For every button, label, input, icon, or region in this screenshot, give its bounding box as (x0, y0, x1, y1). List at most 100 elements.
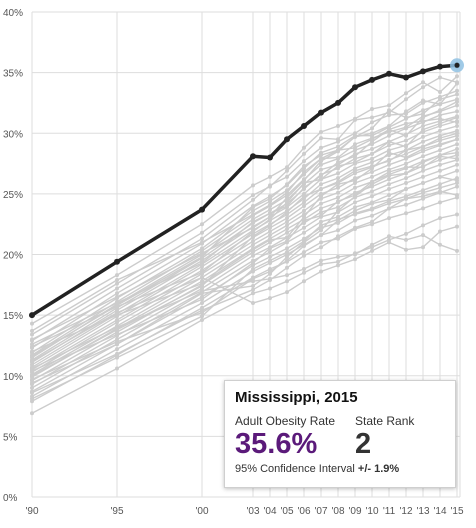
state-series-line (31, 117, 458, 345)
state-series-point (387, 182, 391, 187)
state-series-point (404, 187, 408, 191)
state-series-point (353, 212, 357, 217)
state-series-point (115, 278, 119, 282)
state-series-point (421, 119, 425, 124)
state-series-point (370, 194, 374, 199)
state-series-point (30, 411, 34, 416)
state-series-point (336, 234, 340, 239)
state-series-point (30, 359, 34, 364)
state-series-point (455, 224, 459, 229)
state-series-point (200, 301, 204, 305)
state-series-point (438, 242, 442, 247)
state-series-point (387, 150, 391, 155)
state-series-point (353, 257, 357, 262)
x-tick-label: '10 (365, 506, 378, 517)
state-series-point (387, 206, 391, 211)
state-series-point (268, 196, 272, 201)
state-series-point (115, 304, 119, 309)
state-series-point (387, 173, 391, 178)
state-series-point (319, 136, 323, 141)
state-series-point (302, 267, 306, 271)
state-series-point (285, 227, 289, 231)
state-series-point (353, 252, 357, 257)
state-series-point (421, 139, 425, 144)
state-series-point (115, 310, 119, 315)
state-series-point (251, 261, 255, 265)
state-series-point (404, 165, 408, 170)
state-series-point (30, 373, 34, 378)
state-series-point (251, 229, 255, 234)
state-series-point (438, 136, 442, 141)
state-series-point (455, 193, 459, 198)
state-series-point (302, 239, 306, 244)
state-series-point (285, 246, 289, 251)
mississippi-point (250, 153, 256, 160)
state-series-point (336, 148, 340, 153)
x-tick-label: '95 (110, 506, 123, 517)
state-series-point (438, 97, 442, 102)
state-series-point (319, 182, 323, 187)
state-series-point (268, 223, 272, 228)
mississippi-line (31, 63, 458, 317)
state-series-point (455, 168, 459, 173)
state-series-point (353, 185, 357, 190)
state-series-point (285, 204, 289, 208)
state-series-point (353, 134, 357, 139)
state-series-point (200, 291, 204, 296)
state-series-point (387, 127, 391, 132)
state-series-point (404, 237, 408, 242)
state-series-point (268, 237, 272, 242)
state-series-point (353, 225, 357, 230)
y-tick-label: 10% (3, 372, 23, 383)
state-series-point (438, 189, 442, 194)
state-series-point (30, 381, 34, 385)
state-series-point (251, 208, 255, 213)
state-series-point (404, 247, 408, 252)
state-series-point (387, 234, 391, 239)
state-series-point (302, 200, 306, 205)
state-tooltip: Mississippi, 2015 Adult Obesity Rate 35.… (224, 380, 456, 488)
state-series-point (302, 270, 306, 275)
state-series-point (302, 214, 306, 219)
state-series-point (387, 133, 391, 138)
state-series-point (404, 151, 408, 156)
state-series-point (404, 181, 408, 185)
state-series-point (455, 156, 459, 161)
state-series-point (438, 148, 442, 153)
state-series-point (336, 263, 340, 268)
state-series-point (115, 294, 119, 299)
state-series-point (421, 190, 425, 195)
state-series-point (421, 111, 425, 116)
state-series-point (319, 162, 323, 167)
mississippi-point (199, 206, 205, 213)
state-series-point (200, 308, 204, 313)
state-series-point (438, 108, 442, 113)
state-series-point (404, 161, 408, 166)
state-series-point (353, 117, 357, 122)
mississippi-point (437, 63, 443, 70)
mississippi-point (267, 154, 273, 161)
state-series-point (251, 253, 255, 258)
state-series-point (438, 162, 442, 167)
state-series-point (302, 194, 306, 199)
state-series-point (302, 218, 306, 223)
state-series-point (251, 197, 255, 202)
state-series-point (268, 202, 272, 207)
state-series-point (268, 233, 272, 238)
state-series-point (438, 116, 442, 121)
state-series-point (268, 271, 272, 276)
state-series-point (336, 254, 340, 259)
state-series-point (421, 160, 425, 165)
x-tick-label: '07 (314, 506, 327, 517)
state-series-point (353, 200, 357, 205)
state-series-point (200, 236, 204, 241)
state-series-point (319, 194, 323, 199)
state-series-point (285, 239, 289, 244)
state-series-point (200, 314, 204, 319)
state-series-point (200, 318, 204, 322)
state-series-point (438, 229, 442, 234)
state-series-point (438, 142, 442, 147)
state-series-point (336, 144, 340, 149)
state-series-point (455, 120, 459, 125)
state-series-point (455, 124, 459, 128)
